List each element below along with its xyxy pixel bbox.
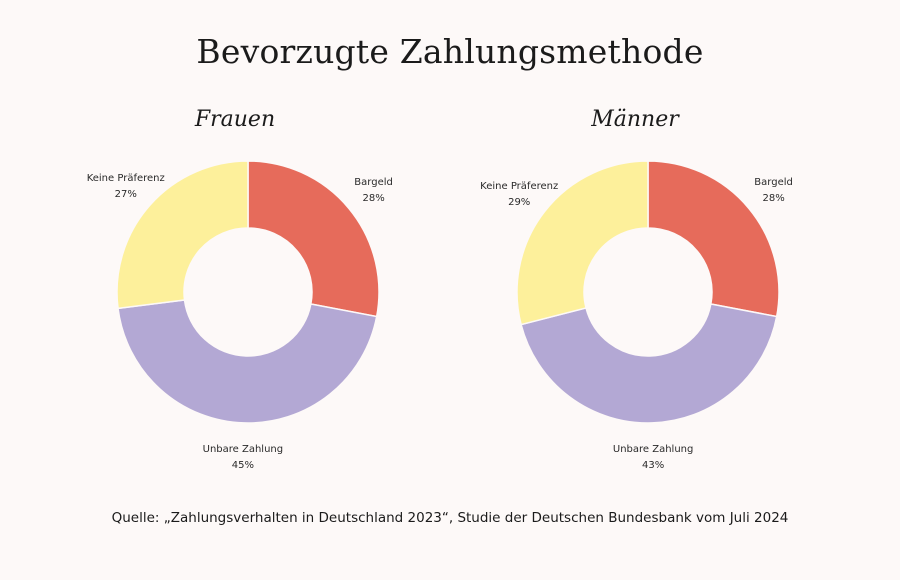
slice-value-bargeld: 28% xyxy=(762,193,784,204)
chart-subtitle: Frauen xyxy=(194,107,275,132)
slice-value-unbare-zahlung: 43% xyxy=(642,460,664,471)
slice-label-bargeld: Bargeld xyxy=(354,177,393,188)
slice-value-unbare-zahlung: 45% xyxy=(232,460,254,471)
slice-bargeld xyxy=(647,160,780,318)
slice-label-keine-praeferenz: Keine Präferenz xyxy=(480,181,558,192)
slice-keine-praeferenz xyxy=(516,160,649,326)
donut-frauen: Frauen Bargeld 28% Unbare Zahlung 45% Keine P… xyxy=(87,107,393,471)
slice-unbare-zahlung xyxy=(520,303,778,424)
source-note: Quelle: „Zahlungsverhalten in Deutschlan… xyxy=(111,510,789,526)
slice-unbare-zahlung xyxy=(117,299,378,424)
slice-value-keine-praeferenz: 29% xyxy=(508,197,530,208)
slice-bargeld xyxy=(247,160,380,318)
slice-keine-praeferenz xyxy=(116,160,249,310)
donut-maenner: Männer Bargeld 28% Unbare Zahlung 43% Keine P… xyxy=(480,107,793,471)
slice-value-bargeld: 28% xyxy=(362,193,384,204)
slice-label-unbare-zahlung: Unbare Zahlung xyxy=(203,444,283,455)
slice-value-keine-praeferenz: 27% xyxy=(115,189,137,200)
slice-label-keine-praeferenz: Keine Präferenz xyxy=(87,173,165,184)
chart-title: Bevorzugte Zahlungsmethode xyxy=(196,32,704,71)
slice-label-bargeld: Bargeld xyxy=(754,177,793,188)
slice-label-unbare-zahlung: Unbare Zahlung xyxy=(613,444,693,455)
chart-subtitle: Männer xyxy=(590,107,680,132)
